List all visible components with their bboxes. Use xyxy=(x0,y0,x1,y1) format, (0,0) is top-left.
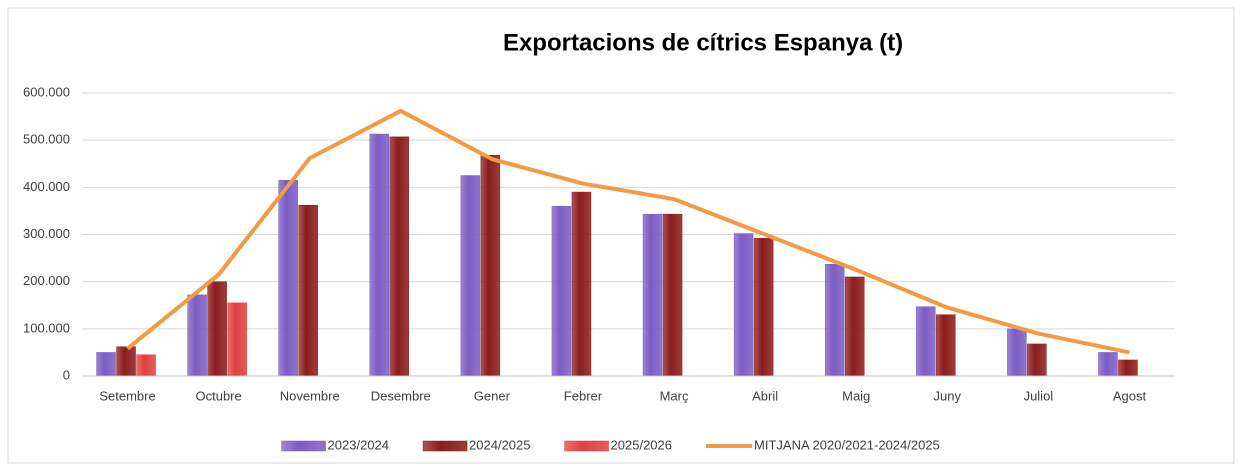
bar xyxy=(187,294,207,377)
bar xyxy=(136,354,156,377)
y-tick-label: 100.000 xyxy=(23,320,70,335)
legend-swatch xyxy=(422,440,468,452)
x-tick-label: Gener xyxy=(474,388,511,403)
x-tick-label: Novembre xyxy=(280,388,340,403)
x-tick-label: Agost xyxy=(1113,388,1147,403)
y-tick-label: 300.000 xyxy=(23,226,70,241)
x-tick-label: Abril xyxy=(752,388,778,403)
bar xyxy=(642,213,663,377)
bar xyxy=(571,191,592,377)
line xyxy=(126,108,1130,355)
bar xyxy=(1027,343,1047,377)
legend-label: 2025/2026 xyxy=(611,437,672,452)
x-tick-label: Juny xyxy=(934,388,962,403)
bar xyxy=(460,175,481,377)
y-tick-label: 500.000 xyxy=(23,132,70,147)
bar xyxy=(916,306,936,377)
bar xyxy=(369,133,390,377)
bar xyxy=(298,205,318,377)
bar xyxy=(207,281,227,377)
y-tick-label: 400.000 xyxy=(23,179,70,194)
bar xyxy=(480,155,501,377)
bar xyxy=(551,205,572,377)
bar xyxy=(662,213,683,377)
x-tick-label: Desembre xyxy=(371,388,431,403)
legend-label: MITJANA 2020/2021-2024/2025 xyxy=(754,437,940,452)
y-tick-label: 0 xyxy=(63,367,70,382)
bar xyxy=(824,263,845,377)
bar xyxy=(96,352,116,377)
legend-label: 2023/2024 xyxy=(328,437,389,452)
x-tick-label: Octubre xyxy=(196,388,242,403)
bar xyxy=(1118,359,1138,377)
bar xyxy=(844,276,865,377)
legend-label: 2024/2025 xyxy=(469,437,530,452)
x-tick-label: Març xyxy=(660,388,689,403)
bar xyxy=(1098,352,1118,377)
bar xyxy=(733,233,754,377)
x-tick-label: Setembre xyxy=(99,388,155,403)
bar xyxy=(278,180,298,377)
legend-swatch xyxy=(564,440,609,452)
bar xyxy=(1007,328,1027,377)
bar xyxy=(936,314,956,377)
bar xyxy=(753,238,774,377)
x-tick-label: Maig xyxy=(842,388,870,403)
x-tick-label: Febrer xyxy=(564,388,603,403)
y-tick-label: 600.000 xyxy=(23,84,70,99)
legend-swatch xyxy=(281,440,326,452)
bar xyxy=(227,302,247,377)
bar xyxy=(116,346,136,377)
chart-title: Exportacions de cítrics Espanya (t) xyxy=(503,29,903,56)
chart-border xyxy=(7,7,1235,464)
bar xyxy=(389,136,410,377)
x-tick-label: Juliol xyxy=(1024,388,1054,403)
y-tick-label: 200.000 xyxy=(23,273,70,288)
